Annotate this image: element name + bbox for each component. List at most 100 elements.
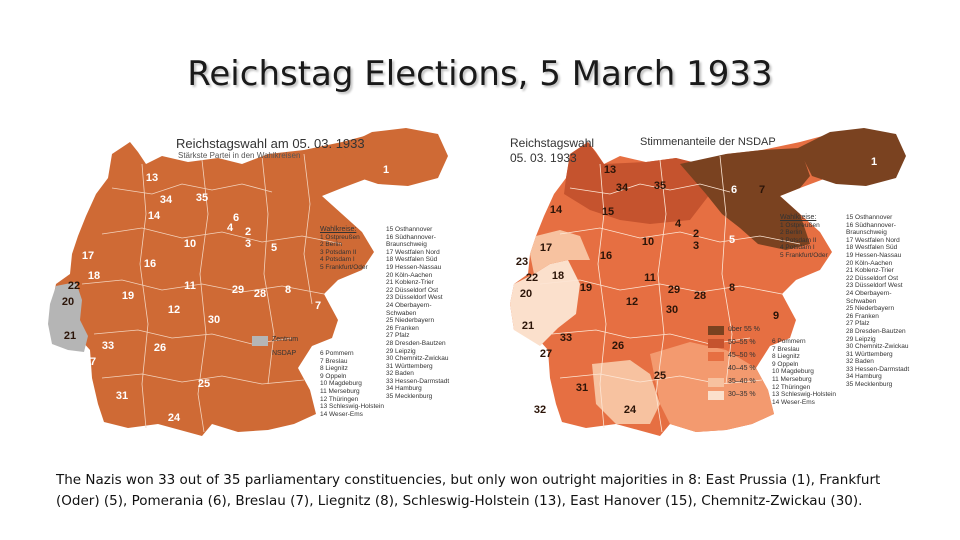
right-map-district-number: 2 xyxy=(692,228,700,240)
right-map-panel: Reichstagswahl 05. 03. 1933 Stimmenantei… xyxy=(500,124,920,444)
left-map-district-number: 13 xyxy=(145,172,159,184)
left-map-district-number: 26 xyxy=(153,342,167,354)
left-map-district-number: 28 xyxy=(253,288,267,300)
right-legend-swatch-4 xyxy=(708,378,724,387)
left-map-east-prussia xyxy=(340,128,448,186)
wk-item: 3 Potsdam II xyxy=(320,248,357,256)
left-map-nsdap-region xyxy=(52,134,384,436)
left-wahlkreise-col2: 15 Osthannover 16 Südhannover- Braunschw… xyxy=(386,226,449,401)
wk-item: 8 Liegnitz xyxy=(772,353,800,361)
wk-item: 18 Westfalen Süd xyxy=(386,256,438,264)
wk-item: 1 Ostpreußen xyxy=(780,221,820,229)
wk-item: 32 Baden xyxy=(846,358,874,366)
right-map-date: 05. 03. 1933 xyxy=(510,151,577,165)
wk-item: 10 Magdeburg xyxy=(320,380,362,388)
right-map-zone-35-40 xyxy=(530,230,590,274)
right-map-zone-50-55 xyxy=(564,142,710,224)
right-map-district-number: 18 xyxy=(551,270,565,282)
left-legend-zentrum-swatch xyxy=(252,336,268,346)
right-map-district-number: 17 xyxy=(539,242,553,254)
wk-item: 12 Thüringen xyxy=(772,383,811,391)
left-map-panel: Reichstagswahl am 05. 03. 1933 Stärkste … xyxy=(42,124,462,444)
wk-item: 33 Hessen-Darmstadt xyxy=(386,377,450,385)
left-map-district-number: 9 xyxy=(336,310,344,322)
wk-item: 28 Dresden-Bautzen xyxy=(386,339,446,347)
wk-item: 16 Südhannover- xyxy=(846,221,896,229)
left-map-district-number: 17 xyxy=(81,250,95,262)
wk-item: 10 Magdeburg xyxy=(772,368,814,376)
wk-item: 5 Frankfurt/Oder xyxy=(780,251,828,259)
right-map-district-number: 33 xyxy=(559,332,573,344)
right-map-district-number: 11 xyxy=(644,272,656,284)
right-map-district-number: 5 xyxy=(728,234,736,246)
left-map-district-number: 29 xyxy=(231,284,245,296)
right-map-district-number: 13 xyxy=(603,164,617,176)
right-map-zone-over55-ep xyxy=(798,128,906,186)
wk-item: 34 Hamburg xyxy=(846,373,882,381)
wk-item: 17 Westfalen Nord xyxy=(386,248,440,256)
wk-item: Braunschweig xyxy=(846,229,887,237)
wk-item: 15 Osthannover xyxy=(846,214,893,221)
wk-item: 29 Leipzig xyxy=(846,335,876,343)
wk-item: 13 Schleswig-Holstein xyxy=(320,403,384,411)
right-map-zone-over55-pom xyxy=(680,148,810,250)
right-map-district-number: 1 xyxy=(870,156,878,168)
wk-item: 19 Hessen-Nassau xyxy=(846,251,902,259)
right-map-district-number: 20 xyxy=(519,288,533,300)
left-map-district-number: 6 xyxy=(232,212,240,224)
wk-item: 12 Thüringen xyxy=(320,395,359,403)
wk-item: 2 Berlin xyxy=(320,241,343,249)
wk-item: 32 Baden xyxy=(386,370,414,378)
wk-item: 33 Hessen-Darmstadt xyxy=(846,365,910,373)
right-map-district-number: 12 xyxy=(625,296,639,308)
right-map-district-number: 34 xyxy=(615,182,629,194)
wk-item: Schwaben xyxy=(386,309,417,317)
right-map-district-number: 31 xyxy=(575,382,589,394)
right-map-district-number: 6 xyxy=(730,184,738,196)
wk-item: 35 Mecklenburg xyxy=(386,393,433,401)
left-map-district-number: 31 xyxy=(115,390,129,402)
left-map-district-number: 5 xyxy=(270,242,278,254)
right-legend-label: 30–35 % xyxy=(728,391,756,398)
right-legend-swatch-1 xyxy=(708,339,724,348)
left-map-district-number: 1 xyxy=(382,164,390,176)
right-legend-swatch-0 xyxy=(708,326,724,335)
right-map-district-number: 32 xyxy=(533,404,547,416)
left-wahlkreise-col1: Wahlkreise: 1 Ostpreußen 2 Berlin 3 Pots… xyxy=(320,226,368,272)
slide-title: Reichstag Elections, 5 March 1933 xyxy=(187,54,773,94)
right-map-district-number: 10 xyxy=(641,236,655,248)
wk-item: 25 Niederbayern xyxy=(846,305,895,313)
wk-item: 23 Düsseldorf West xyxy=(386,294,443,302)
wk-item: 27 Pfalz xyxy=(386,332,410,340)
wk-item: 6 Pommern xyxy=(772,338,806,345)
wk-item: 7 Breslau xyxy=(772,345,800,353)
right-legend-swatch-3 xyxy=(708,365,724,374)
left-map-district-number: 21 xyxy=(63,330,77,342)
right-map-district-number: 25 xyxy=(653,370,667,382)
right-map-district-number: 4 xyxy=(674,218,682,230)
wk-item: 25 Niederbayern xyxy=(386,317,435,325)
wk-item: 24 Oberbayern- xyxy=(386,301,432,309)
wk-item: 20 Köln-Aachen xyxy=(846,259,893,267)
right-map-district-number: 30 xyxy=(665,304,679,316)
wk-item: 22 Düsseldorf Ost xyxy=(846,274,899,282)
left-map-district-number: 3 xyxy=(244,238,252,250)
left-map-district-number: 30 xyxy=(207,314,221,326)
right-legend-swatch-2 xyxy=(708,352,724,361)
right-map-title: Reichstagswahl xyxy=(510,136,595,150)
left-map-svg xyxy=(48,128,448,436)
left-map-district-number: 16 xyxy=(143,258,157,270)
right-map-district-number: 7 xyxy=(758,184,766,196)
wk-item: 16 Südhannover- xyxy=(386,233,436,241)
left-map-district-number: 27 xyxy=(83,356,97,368)
right-map-district-number: 29 xyxy=(667,284,681,296)
right-map-district-number: 9 xyxy=(772,310,780,322)
right-legend-label: 40–45 % xyxy=(728,365,756,372)
right-map-district-number: 26 xyxy=(611,340,625,352)
right-map-district-number: 22 xyxy=(525,272,539,284)
right-legend-label: 50–55 % xyxy=(728,339,756,346)
wk-item: 31 Württemberg xyxy=(846,350,893,358)
wk-item: 9 Oppeln xyxy=(320,372,347,380)
wk-item: 31 Württemberg xyxy=(386,362,433,370)
wk-item: 15 Osthannover xyxy=(386,226,433,233)
